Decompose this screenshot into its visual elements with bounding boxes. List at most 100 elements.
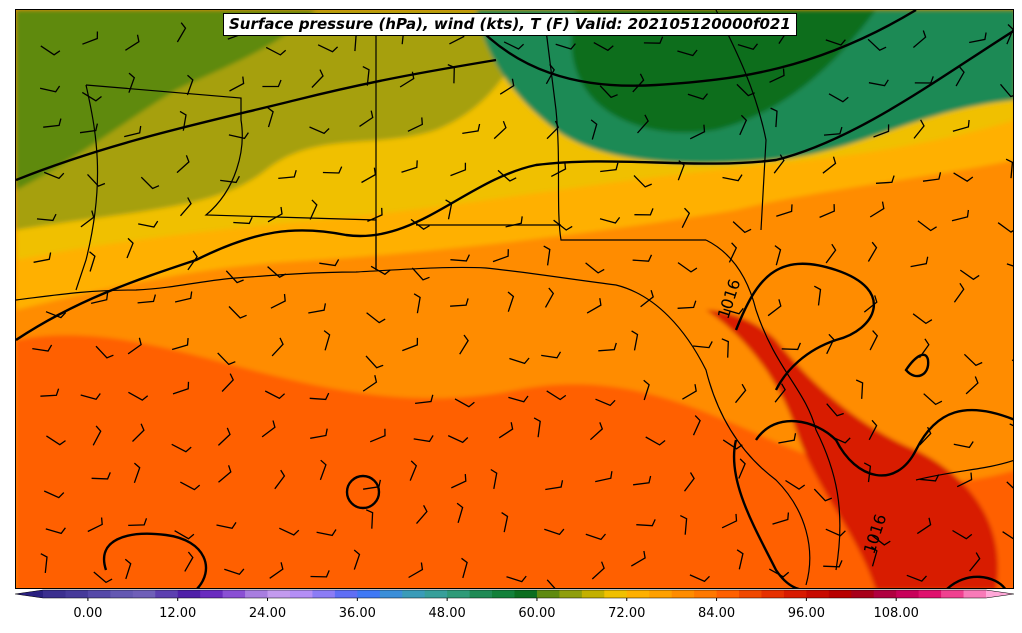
colorbar-swatch bbox=[873, 590, 897, 598]
wind-barb bbox=[723, 307, 744, 315]
colorbar-swatch bbox=[963, 590, 987, 598]
wind-barb bbox=[174, 291, 193, 303]
wind-barb bbox=[1002, 531, 1013, 540]
wind-barb bbox=[319, 459, 327, 481]
isobar-east-cell bbox=[904, 353, 930, 378]
wind-barb bbox=[369, 428, 386, 443]
colorbar-tick-label: 96.00 bbox=[787, 606, 825, 621]
wind-barb bbox=[262, 79, 282, 88]
colorbar-swatch bbox=[694, 590, 718, 598]
colorbar-swatch bbox=[447, 590, 471, 598]
temp-region-northwest-green bbox=[16, 10, 316, 190]
wind-barb bbox=[179, 110, 187, 131]
colorbar-tick-label: 84.00 bbox=[697, 606, 736, 621]
wind-barb bbox=[40, 553, 48, 573]
wind-barb bbox=[589, 422, 604, 441]
wind-barb bbox=[410, 218, 430, 230]
wind-barb bbox=[140, 176, 160, 190]
wind-barb bbox=[863, 462, 872, 483]
wind-barb bbox=[728, 242, 738, 263]
wind-barb bbox=[278, 170, 297, 180]
wind-barb bbox=[322, 166, 343, 174]
colorbar-swatch bbox=[806, 590, 830, 598]
colorbar-swatch bbox=[492, 590, 515, 598]
wind-barb bbox=[873, 124, 890, 138]
colorbar-tick-label: 60.00 bbox=[518, 606, 556, 621]
wind-barb bbox=[362, 66, 370, 86]
colorbar-swatch bbox=[43, 590, 66, 598]
wind-barb bbox=[124, 558, 132, 580]
wind-barb bbox=[176, 22, 187, 43]
wind-barb bbox=[229, 76, 245, 92]
wind-barb bbox=[216, 522, 237, 530]
colorbar-swatch bbox=[132, 590, 156, 598]
map-panel[interactable]: 1016 1016 bbox=[15, 9, 1014, 589]
wind-barb bbox=[722, 174, 743, 182]
wind-barb bbox=[1005, 158, 1013, 179]
wind-barb bbox=[636, 519, 656, 527]
wind-barb bbox=[869, 201, 885, 218]
wind-barb bbox=[774, 245, 782, 266]
wind-barb bbox=[919, 426, 932, 446]
wind-barb bbox=[914, 76, 934, 84]
wind-barb bbox=[221, 373, 234, 392]
wind-barb bbox=[632, 73, 645, 93]
wind-barb bbox=[309, 392, 330, 401]
wind-barb bbox=[450, 298, 469, 307]
isobar-small-low bbox=[345, 474, 381, 510]
wind-barb bbox=[586, 298, 602, 314]
wind-barb bbox=[910, 256, 929, 268]
wind-barb bbox=[310, 428, 328, 439]
colorbar-swatch bbox=[155, 590, 179, 598]
colorbar-tick-label: 0.00 bbox=[73, 606, 103, 621]
wind-barb bbox=[869, 330, 879, 351]
isobar-se-edge bbox=[946, 575, 1006, 588]
wind-barb bbox=[544, 528, 565, 536]
colorbar-swatch bbox=[828, 590, 852, 598]
wind-barb bbox=[267, 206, 283, 223]
isobar-florida-ne bbox=[734, 262, 876, 391]
wind-barb bbox=[317, 44, 339, 53]
wind-barb bbox=[953, 282, 965, 303]
wind-barb bbox=[739, 114, 748, 136]
colorbar-tick-label: 72.00 bbox=[608, 606, 646, 621]
wind-barb bbox=[737, 43, 759, 51]
wind-barb bbox=[45, 311, 67, 319]
wind-barb bbox=[309, 199, 318, 220]
wind-barb bbox=[274, 469, 286, 490]
wind-barb bbox=[825, 39, 846, 46]
wind-barb bbox=[408, 562, 424, 579]
wind-barb bbox=[133, 462, 141, 484]
wind-barb bbox=[505, 216, 523, 228]
wind-barb bbox=[361, 167, 377, 184]
colorbar-swatch bbox=[222, 590, 246, 598]
wind-barb bbox=[176, 155, 190, 174]
wind-barb bbox=[447, 63, 455, 84]
wind-barb bbox=[922, 172, 942, 182]
isobar-contours bbox=[16, 10, 1013, 588]
wind-barb bbox=[591, 561, 605, 580]
wind-barb bbox=[40, 45, 61, 56]
border-al-ga bbox=[545, 29, 706, 241]
wind-barb bbox=[585, 262, 605, 274]
wind-barb bbox=[171, 443, 192, 453]
wind-barb bbox=[359, 110, 374, 127]
wind-barb bbox=[492, 249, 509, 263]
wind-barb bbox=[507, 291, 515, 312]
wind-barb bbox=[87, 517, 103, 533]
wind-barb bbox=[413, 293, 421, 314]
wind-barb bbox=[447, 435, 469, 444]
wind-barb bbox=[399, 71, 415, 88]
colorbar-swatch bbox=[739, 590, 762, 598]
colorbar-swatch bbox=[536, 590, 560, 598]
wind-barb bbox=[497, 169, 517, 182]
wind-barb bbox=[450, 254, 470, 262]
wind-barb bbox=[366, 312, 386, 324]
wind-barb bbox=[279, 527, 300, 536]
wind-barb bbox=[555, 43, 576, 50]
colorbar-swatch bbox=[87, 590, 111, 598]
temp-region-south-red-orange-sw bbox=[16, 489, 308, 588]
isobar-central bbox=[16, 29, 1013, 341]
wind-barb bbox=[503, 41, 525, 50]
wind-barb bbox=[499, 78, 515, 95]
